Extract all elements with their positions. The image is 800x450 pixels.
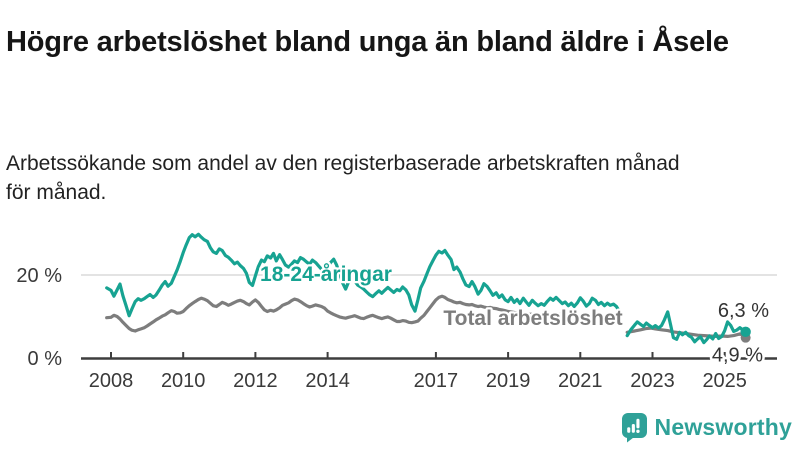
x-axis-tick-label: 2019 [486,370,531,392]
series-end-value-youth: 6,3 % [718,300,769,322]
series-label-total: Total arbetslöshet [443,307,622,330]
newsworthy-brand: Newsworthy [621,412,792,443]
brand-name: Newsworthy [654,414,792,440]
x-axis-tick-label: 2010 [161,370,206,392]
chart-subtitle: Arbetssökande som andel av den registerb… [6,152,680,204]
series-end-value-total: 4,9 % [712,345,763,367]
y-axis-tick-label: 20 % [16,265,62,287]
x-axis-tick-label: 2014 [305,370,350,392]
bar-chart-speech-bubble-icon [621,413,647,443]
x-axis-tick-label: 2023 [630,370,675,392]
x-axis-tick-label: 2025 [702,370,747,392]
x-axis-tick-label: 2008 [89,370,134,392]
series-line-youth [625,310,748,345]
x-axis-tick-label: 2017 [414,370,459,392]
series-line-total [105,294,620,333]
series-end-dot-youth [740,326,751,338]
chart-title: Högre arbetslöshet bland unga än bland ä… [6,26,729,59]
x-axis-tick-label: 2021 [558,370,603,392]
series-label-youth: 18-24-åringar [260,263,392,286]
y-axis-tick-label: 0 % [28,348,63,370]
x-axis-tick-label: 2012 [233,370,278,392]
series-line-youth [105,232,620,318]
